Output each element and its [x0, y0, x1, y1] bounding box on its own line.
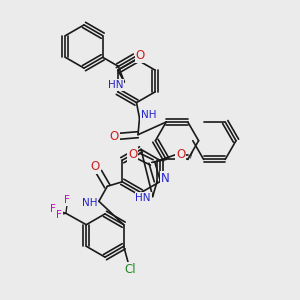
Text: O: O — [136, 49, 145, 62]
Text: F: F — [50, 204, 56, 214]
Text: O: O — [176, 148, 185, 161]
Text: Cl: Cl — [124, 263, 136, 276]
Text: O: O — [128, 148, 137, 161]
Text: O: O — [91, 160, 100, 173]
Text: NH: NH — [141, 110, 156, 120]
Text: /: / — [190, 150, 193, 159]
Text: F: F — [56, 210, 62, 220]
Text: O: O — [110, 130, 118, 143]
Text: HN: HN — [108, 80, 124, 90]
Text: F: F — [64, 195, 70, 205]
Text: HN: HN — [135, 193, 151, 203]
Text: N: N — [161, 172, 170, 185]
Text: NH: NH — [82, 198, 97, 208]
